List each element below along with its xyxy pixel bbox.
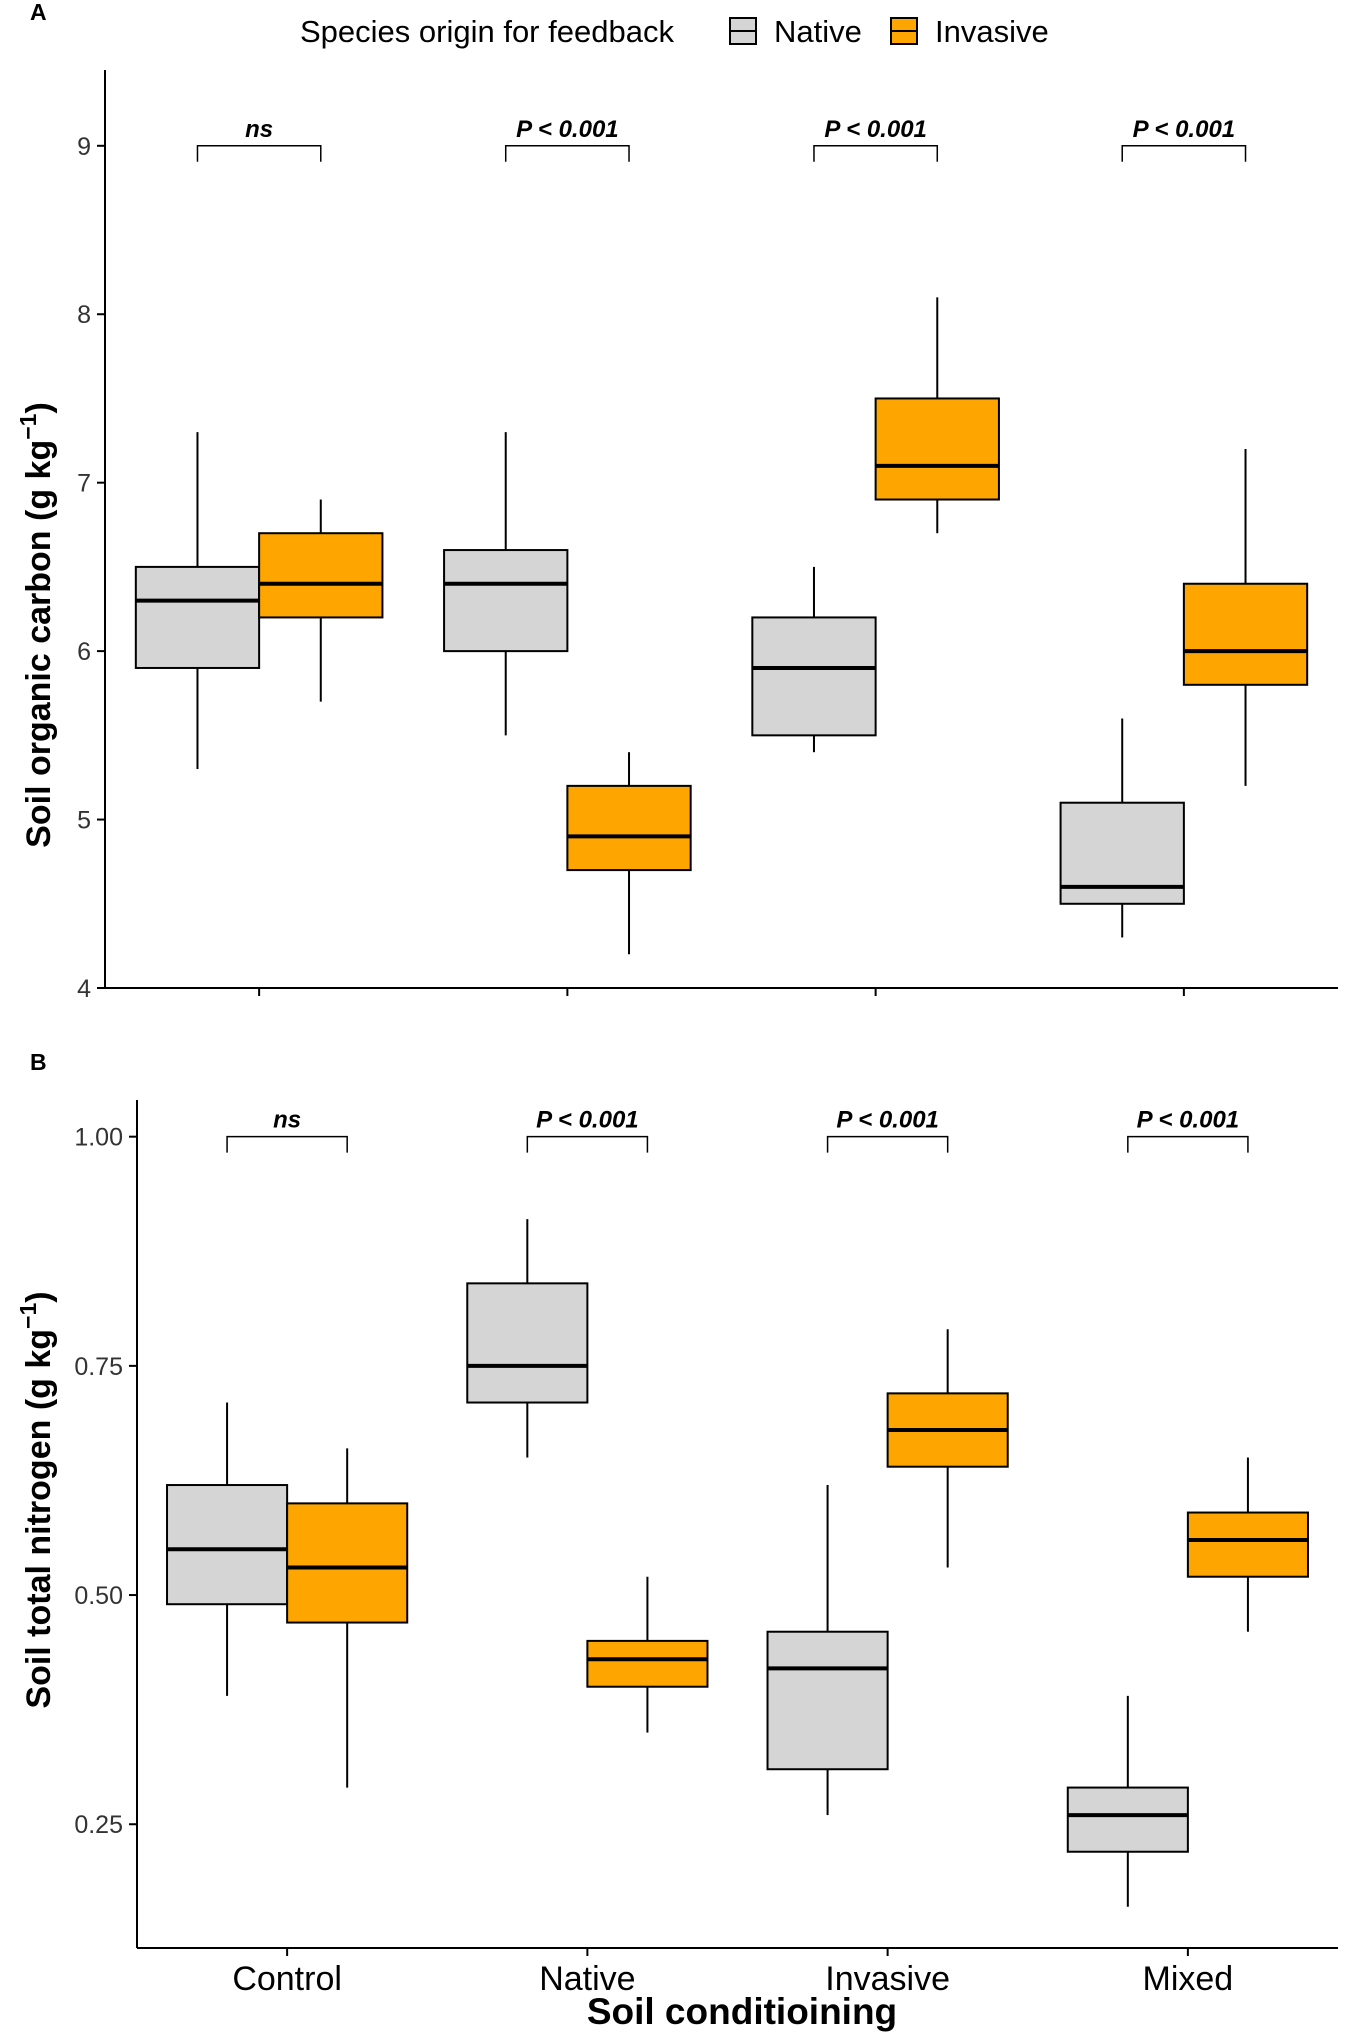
y-tick-label: 7	[77, 470, 91, 498]
legend-item-invasive: Invasive	[890, 14, 1049, 49]
box-native-native	[443, 432, 569, 736]
y-tick-label: 5	[77, 807, 91, 835]
x-tick-label: Control	[232, 1960, 342, 1998]
x-tick-label: Native	[539, 1960, 635, 1998]
y-axis-title-a-main: Soil organic carbon (g kg	[20, 440, 58, 848]
significance-label: P < 0.001	[1137, 1107, 1240, 1134]
y-tick-label: 0.25	[74, 1811, 123, 1839]
y-tick-label: 1.00	[74, 1124, 123, 1152]
y-tick-label: 0.75	[74, 1353, 123, 1381]
significance-bracket	[226, 1135, 348, 1153]
y-axis-title-a-sup: −1	[15, 413, 41, 439]
box-iqr	[443, 549, 569, 653]
legend-item-native: Native	[729, 14, 862, 49]
significance-label: P < 0.001	[536, 1107, 639, 1134]
y-tick-label: 8	[77, 301, 91, 329]
box-invasive-invasive	[886, 1329, 1009, 1568]
significance-label: P < 0.001	[836, 1107, 939, 1134]
significance-bracket	[196, 145, 322, 162]
legend-label-native: Native	[774, 14, 862, 49]
significance-bracket	[526, 1135, 649, 1153]
significance-label: P < 0.001	[824, 116, 927, 143]
legend-label-invasive: Invasive	[935, 14, 1049, 49]
significance-bracket	[826, 1135, 949, 1153]
box-invasive-invasive	[874, 297, 1000, 534]
significance-bracket	[813, 145, 939, 162]
box-native-mixed	[1066, 1695, 1189, 1907]
box-native-control	[166, 1402, 289, 1696]
box-iqr	[166, 1484, 289, 1606]
box-iqr	[258, 532, 384, 619]
y-axis-title-b: Soil total nitrogen (g kg−1)	[15, 1291, 58, 1708]
box-native-mixed	[1059, 718, 1185, 938]
box-invasive-mixed	[1186, 1457, 1309, 1632]
significance-bracket	[1127, 1135, 1249, 1153]
box-native-native	[466, 1219, 589, 1458]
box-native-control	[134, 432, 261, 770]
y-axis-title-b-sup: −1	[15, 1303, 41, 1329]
y-tick-label: 0.50	[74, 1582, 123, 1610]
box-iqr	[874, 397, 1000, 501]
y-axis-title-a: Soil organic carbon (g kg−1)	[15, 402, 58, 848]
box-iqr	[1182, 582, 1309, 686]
significance-label: P < 0.001	[1133, 116, 1236, 143]
legend: Species origin for feedback Native Invas…	[300, 14, 1049, 49]
box-iqr	[286, 1502, 409, 1624]
significance-bracket	[1121, 145, 1247, 162]
box-iqr	[466, 1282, 589, 1404]
y-axis-title-b-main: Soil total nitrogen (g kg	[20, 1329, 58, 1709]
y-tick-label: 4	[77, 975, 91, 1003]
panel-label-a: A	[30, 0, 47, 25]
box-invasive-native	[566, 752, 692, 955]
box-native-invasive	[766, 1485, 889, 1816]
box-invasive-control	[286, 1448, 409, 1788]
box-iqr	[1066, 1786, 1189, 1853]
y-tick-label: 6	[77, 638, 91, 666]
panel-b-plot: 0.25 0.50 0.75 1.00 Control Native Invasive Mix…	[74, 1100, 1338, 1998]
x-axis-title: Soil conditioining	[587, 1991, 897, 2032]
box-iqr	[586, 1639, 709, 1688]
legend-title: Species origin for feedback	[300, 14, 674, 49]
significance-label: ns	[273, 1107, 301, 1134]
box-iqr	[1186, 1511, 1309, 1578]
y-axis-title-b-end: )	[20, 1291, 58, 1302]
box-iqr	[566, 784, 692, 872]
x-tick-label: Invasive	[825, 1960, 950, 1998]
significance-label: ns	[245, 116, 273, 143]
panel-a-plot: 4 5 6 7 8 9 ns P < 0.001 P < 0.001 P < 0.001	[77, 70, 1338, 1003]
x-tick-label: Mixed	[1143, 1960, 1234, 1998]
box-invasive-native	[586, 1576, 709, 1733]
box-iqr	[766, 1630, 889, 1771]
y-tick-label: 9	[77, 133, 91, 161]
box-invasive-mixed	[1182, 448, 1309, 786]
y-axis-title-a-end: )	[20, 402, 58, 413]
box-iqr	[134, 565, 261, 669]
box-iqr	[751, 616, 877, 737]
box-native-invasive	[751, 566, 877, 753]
panel-label-b: B	[30, 1049, 47, 1075]
box-invasive-control	[258, 499, 384, 702]
significance-bracket	[504, 145, 630, 162]
significance-label: P < 0.001	[516, 116, 619, 143]
